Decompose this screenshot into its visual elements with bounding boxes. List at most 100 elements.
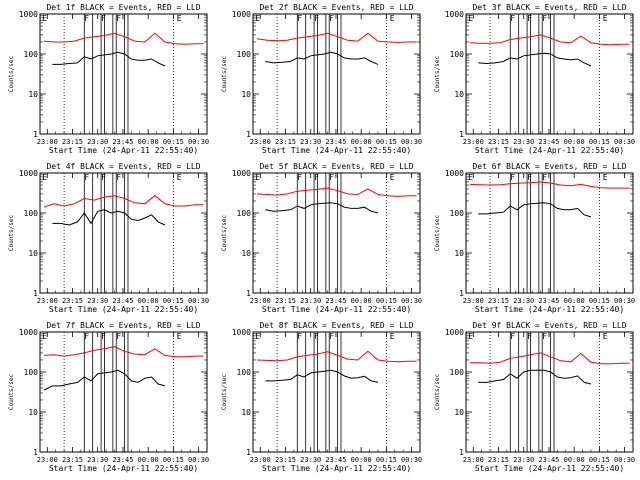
series-line-lld [43, 195, 204, 208]
y-axis-label: Counts/sec [434, 215, 441, 252]
y-tick-label: 1 [33, 289, 38, 298]
x-tick-label: 00:00 [351, 456, 372, 464]
panel-title: Det 2f BLACK = Events, RED = LLD [259, 3, 413, 12]
x-axis-label: Start Time (24-Apr-11 22:55:40) [49, 305, 198, 314]
series-line-lld [256, 32, 417, 43]
x-tick-label: 00:00 [564, 297, 585, 305]
interval-marker: F [101, 14, 106, 23]
x-axis-label: Start Time (24-Apr-11 22:55:40) [475, 305, 624, 314]
panel-title: Det 7f BLACK = Events, RED = LLD [46, 321, 200, 330]
series-line-events [478, 202, 592, 218]
y-axis-label: Counts/sec [221, 374, 228, 411]
x-tick-label: 23:45 [538, 456, 559, 464]
x-tick-label: 23:45 [538, 138, 559, 146]
y-tick-label: 1000 [19, 10, 38, 19]
interval-marker: E [468, 332, 473, 341]
x-tick-label: 23:45 [325, 138, 346, 146]
x-tick-label: 00:15 [376, 297, 397, 305]
interval-marker: E [390, 173, 395, 182]
interval-marker: F [542, 332, 547, 341]
interval-marker: F [510, 332, 515, 341]
interval-marker: E [42, 14, 47, 23]
y-tick-label: 1 [459, 289, 464, 298]
interval-marker: F [297, 173, 302, 182]
x-tick-label: 23:30 [87, 456, 108, 464]
y-tick-label: 10 [28, 90, 38, 99]
panel-6: Det 6f BLACK = Events, RED = LLD Counts/s… [434, 162, 635, 314]
interval-marker: F [314, 332, 319, 341]
plot-frame [465, 172, 634, 294]
interval-marker: E [390, 14, 395, 23]
x-axis-label: Start Time (24-Apr-11 22:55:40) [49, 464, 198, 473]
interval-marker: E [255, 14, 260, 23]
interval-marker: E [468, 173, 473, 182]
interval-marker: F [297, 14, 302, 23]
panel-title: Det 1f BLACK = Events, RED = LLD [46, 3, 200, 12]
interval-marker: F [314, 173, 319, 182]
y-tick-label: 100 [237, 368, 252, 377]
interval-marker: E [390, 332, 395, 341]
y-tick-label: 1 [246, 289, 251, 298]
y-tick-label: 100 [237, 50, 252, 59]
x-tick-label: 00:30 [188, 297, 209, 305]
x-tick-label: 00:30 [614, 456, 635, 464]
panel-title: Det 4f BLACK = Events, RED = LLD [46, 162, 200, 171]
series-line-lld [43, 32, 204, 45]
x-tick-label: 00:15 [163, 456, 184, 464]
x-tick-label: 23:30 [300, 297, 321, 305]
panel-9: Det 9f BLACK = Events, RED = LLD Counts/s… [434, 321, 635, 473]
series-line-events [265, 369, 379, 383]
interval-marker: E [177, 332, 182, 341]
panel-7: Det 7f BLACK = Events, RED = LLD Counts/s… [8, 321, 209, 473]
x-tick-label: 00:00 [564, 456, 585, 464]
series-line-events [478, 52, 592, 67]
panel-title: Det 9f BLACK = Events, RED = LLD [472, 321, 626, 330]
interval-marker: E [42, 332, 47, 341]
x-tick-label: 23:15 [62, 297, 83, 305]
x-tick-label: 23:45 [538, 297, 559, 305]
interval-marker: F [329, 14, 334, 23]
y-tick-label: 10 [241, 249, 251, 258]
y-tick-label: 1000 [232, 169, 251, 178]
plot-frame [252, 172, 421, 294]
x-tick-label: 00:30 [188, 138, 209, 146]
interval-marker: E [255, 332, 260, 341]
x-tick-label: 00:30 [614, 138, 635, 146]
panel-2: Det 2f BLACK = Events, RED = LLD Counts/s… [221, 3, 422, 155]
interval-marker: F [527, 14, 532, 23]
y-tick-label: 1000 [445, 328, 464, 337]
panel-title: Det 3f BLACK = Events, RED = LLD [472, 3, 626, 12]
series-line-lld [43, 346, 204, 358]
interval-marker: F [84, 14, 89, 23]
y-tick-label: 10 [454, 90, 464, 99]
x-tick-label: 23:15 [488, 297, 509, 305]
interval-marker: F [510, 14, 515, 23]
x-axis-label: Start Time (24-Apr-11 22:55:40) [262, 305, 411, 314]
panel-5: Det 5f BLACK = Events, RED = LLD Counts/s… [221, 162, 422, 314]
series-line-events [478, 369, 592, 385]
x-tick-label: 23:45 [112, 297, 133, 305]
x-tick-label: 00:30 [401, 297, 422, 305]
series-line-lld [256, 187, 417, 197]
x-axis-label: Start Time (24-Apr-11 22:55:40) [49, 146, 198, 155]
series-line-events [265, 202, 379, 214]
x-axis-label: Start Time (24-Apr-11 22:55:40) [475, 146, 624, 155]
series-line-events [43, 369, 166, 391]
x-tick-label: 00:30 [614, 297, 635, 305]
x-tick-label: 23:45 [325, 456, 346, 464]
x-tick-label: 00:00 [351, 297, 372, 305]
y-axis-label: Counts/sec [8, 374, 15, 411]
y-tick-label: 1000 [232, 10, 251, 19]
panel-title: Det 8f BLACK = Events, RED = LLD [259, 321, 413, 330]
x-tick-label: 23:30 [300, 456, 321, 464]
y-axis-label: Counts/sec [8, 56, 15, 93]
panel-8: Det 8f BLACK = Events, RED = LLD Counts/s… [221, 321, 422, 473]
x-tick-label: 00:00 [564, 138, 585, 146]
interval-marker: E [603, 14, 608, 23]
x-tick-label: 23:45 [112, 138, 133, 146]
x-tick-label: 23:30 [300, 138, 321, 146]
x-tick-label: 23:15 [275, 138, 296, 146]
x-tick-label: 00:30 [401, 456, 422, 464]
panel-title: Det 6f BLACK = Events, RED = LLD [472, 162, 626, 171]
